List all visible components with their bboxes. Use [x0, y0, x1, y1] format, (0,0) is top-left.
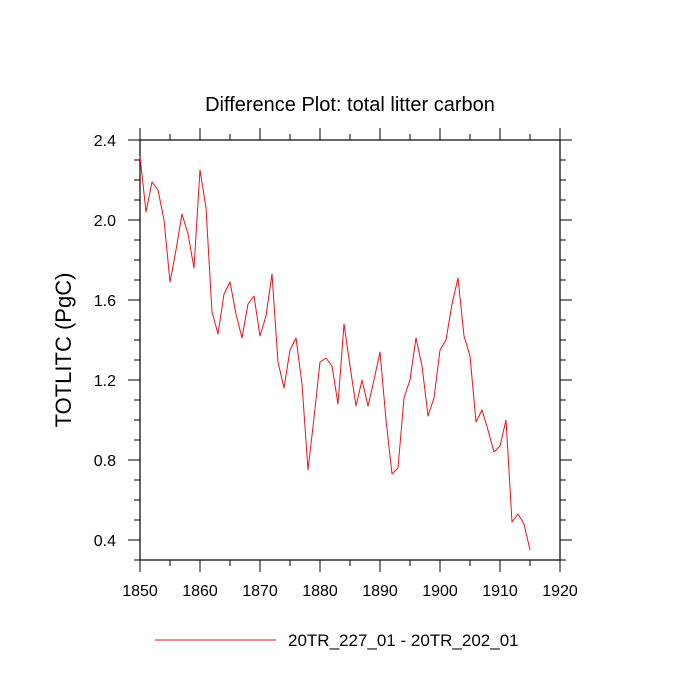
x-tick-labels: 1850 1860 1870 1880 1890 1900 1910 1920	[122, 583, 578, 600]
y-tick-labels: 0.4 0.8 1.2 1.6 2.0 2.4	[94, 133, 116, 550]
legend-label: 20TR_227_01 - 20TR_202_01	[288, 631, 519, 650]
axis-ticks	[128, 128, 572, 572]
x-tick-label: 1890	[362, 583, 398, 600]
legend: 20TR_227_01 - 20TR_202_01	[155, 631, 519, 650]
x-tick-label: 1870	[242, 583, 278, 600]
x-tick-label: 1850	[122, 583, 158, 600]
plot-frame	[139, 139, 561, 561]
x-tick-label: 1900	[422, 583, 458, 600]
x-tick-label: 1910	[482, 583, 518, 600]
y-tick-label: 2.4	[94, 133, 116, 150]
x-tick-label: 1860	[182, 583, 218, 600]
series-lines	[139, 155, 531, 551]
y-tick-label: 0.8	[94, 453, 116, 470]
y-tick-label: 2.0	[94, 213, 116, 230]
chart-title: Difference Plot: total litter carbon	[205, 94, 495, 116]
y-axis-label: TOTLITC (PgC)	[51, 273, 76, 428]
series-line	[139, 155, 531, 551]
y-tick-label: 1.2	[94, 373, 116, 390]
y-tick-label: 0.4	[94, 533, 116, 550]
x-tick-label: 1920	[542, 583, 578, 600]
y-tick-label: 1.6	[94, 293, 116, 310]
x-tick-label: 1880	[302, 583, 338, 600]
